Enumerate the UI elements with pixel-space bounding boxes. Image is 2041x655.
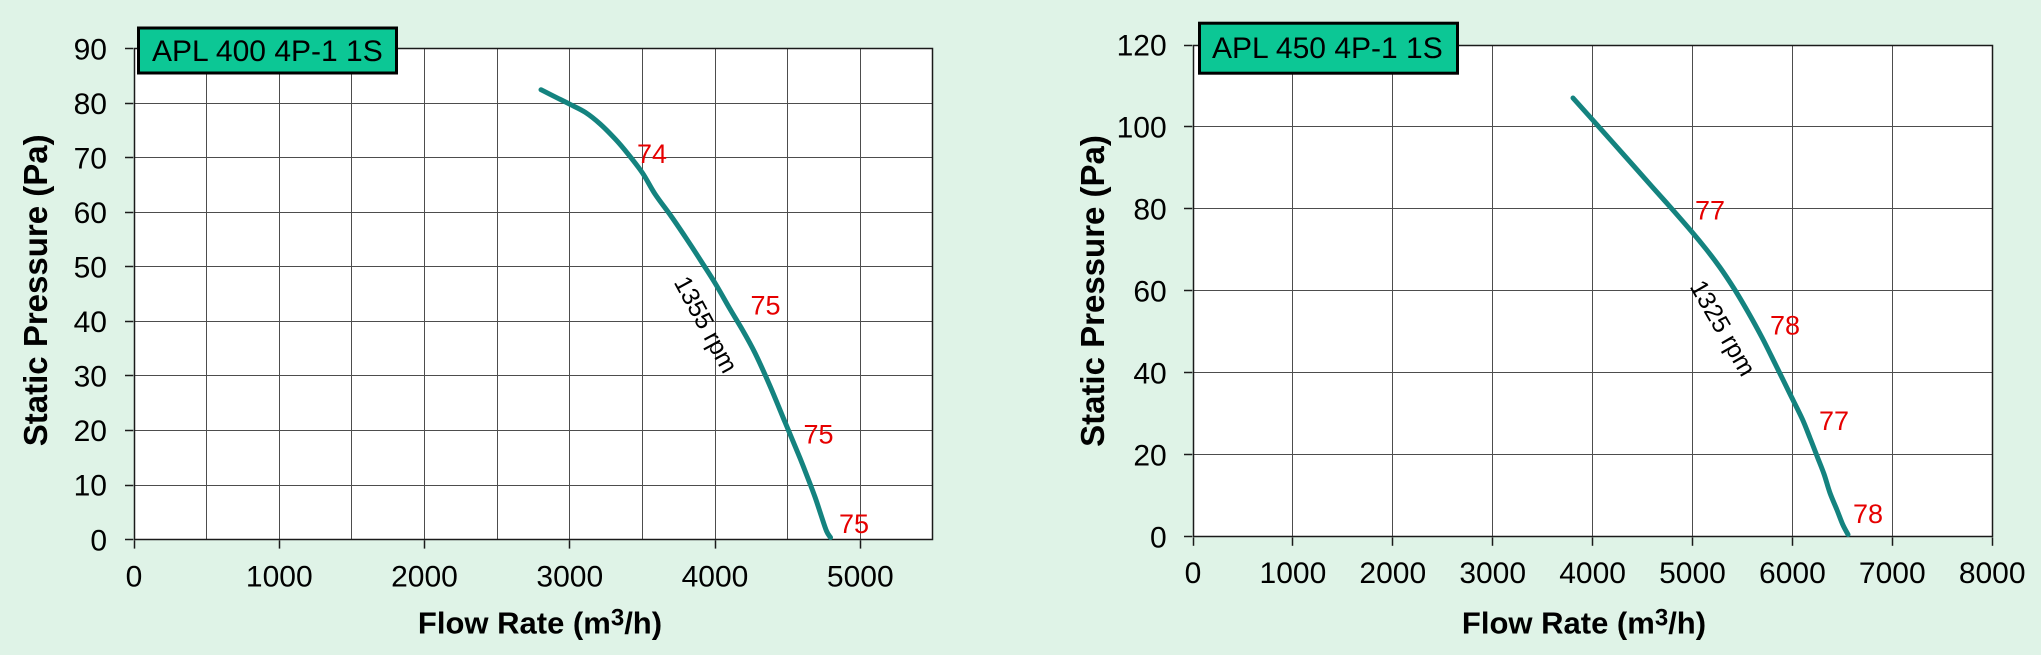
svg-text:2000: 2000 <box>1359 557 1426 590</box>
svg-text:0: 0 <box>1185 557 1202 590</box>
svg-text:78: 78 <box>1770 310 1800 340</box>
svg-text:Flow Rate (m3/h): Flow Rate (m3/h) <box>1462 605 1706 641</box>
svg-text:77: 77 <box>1695 196 1725 226</box>
svg-text:Static Pressure (Pa): Static Pressure (Pa) <box>1074 135 1111 447</box>
svg-text:1000: 1000 <box>246 560 313 593</box>
svg-text:30: 30 <box>74 361 107 394</box>
svg-text:75: 75 <box>839 509 869 539</box>
svg-text:1000: 1000 <box>1260 557 1327 590</box>
svg-text:60: 60 <box>74 197 107 230</box>
svg-text:0: 0 <box>1150 522 1167 555</box>
svg-text:120: 120 <box>1117 30 1167 63</box>
svg-text:75: 75 <box>803 420 833 450</box>
svg-text:7000: 7000 <box>1859 557 1926 590</box>
svg-text:74: 74 <box>637 139 667 169</box>
svg-text:3000: 3000 <box>536 560 603 593</box>
svg-text:20: 20 <box>1133 440 1166 473</box>
svg-text:0: 0 <box>126 560 143 593</box>
svg-text:2000: 2000 <box>391 560 458 593</box>
svg-text:APL 450 4P-1 1S: APL 450 4P-1 1S <box>1212 32 1443 65</box>
svg-text:90: 90 <box>74 33 107 66</box>
svg-text:6000: 6000 <box>1759 557 1826 590</box>
svg-text:Static Pressure (Pa): Static Pressure (Pa) <box>17 134 54 446</box>
svg-text:40: 40 <box>74 306 107 339</box>
svg-text:3000: 3000 <box>1459 557 1526 590</box>
svg-text:77: 77 <box>1819 406 1849 436</box>
svg-text:20: 20 <box>74 415 107 448</box>
svg-text:78: 78 <box>1853 499 1883 529</box>
svg-text:APL 400 4P-1 1S: APL 400 4P-1 1S <box>152 35 383 68</box>
svg-text:5000: 5000 <box>1659 557 1726 590</box>
svg-text:75: 75 <box>750 291 780 321</box>
svg-text:4000: 4000 <box>1559 557 1626 590</box>
svg-text:4000: 4000 <box>682 560 749 593</box>
svg-text:80: 80 <box>74 88 107 121</box>
svg-text:0: 0 <box>90 524 107 557</box>
svg-text:70: 70 <box>74 142 107 175</box>
svg-text:60: 60 <box>1133 276 1166 309</box>
svg-text:10: 10 <box>74 470 107 503</box>
svg-text:80: 80 <box>1133 194 1166 227</box>
svg-text:100: 100 <box>1117 112 1167 145</box>
svg-text:Flow Rate (m3/h): Flow Rate (m3/h) <box>418 605 662 641</box>
svg-text:40: 40 <box>1133 358 1166 391</box>
svg-text:8000: 8000 <box>1959 557 2026 590</box>
svg-text:50: 50 <box>74 252 107 285</box>
svg-text:5000: 5000 <box>827 560 894 593</box>
